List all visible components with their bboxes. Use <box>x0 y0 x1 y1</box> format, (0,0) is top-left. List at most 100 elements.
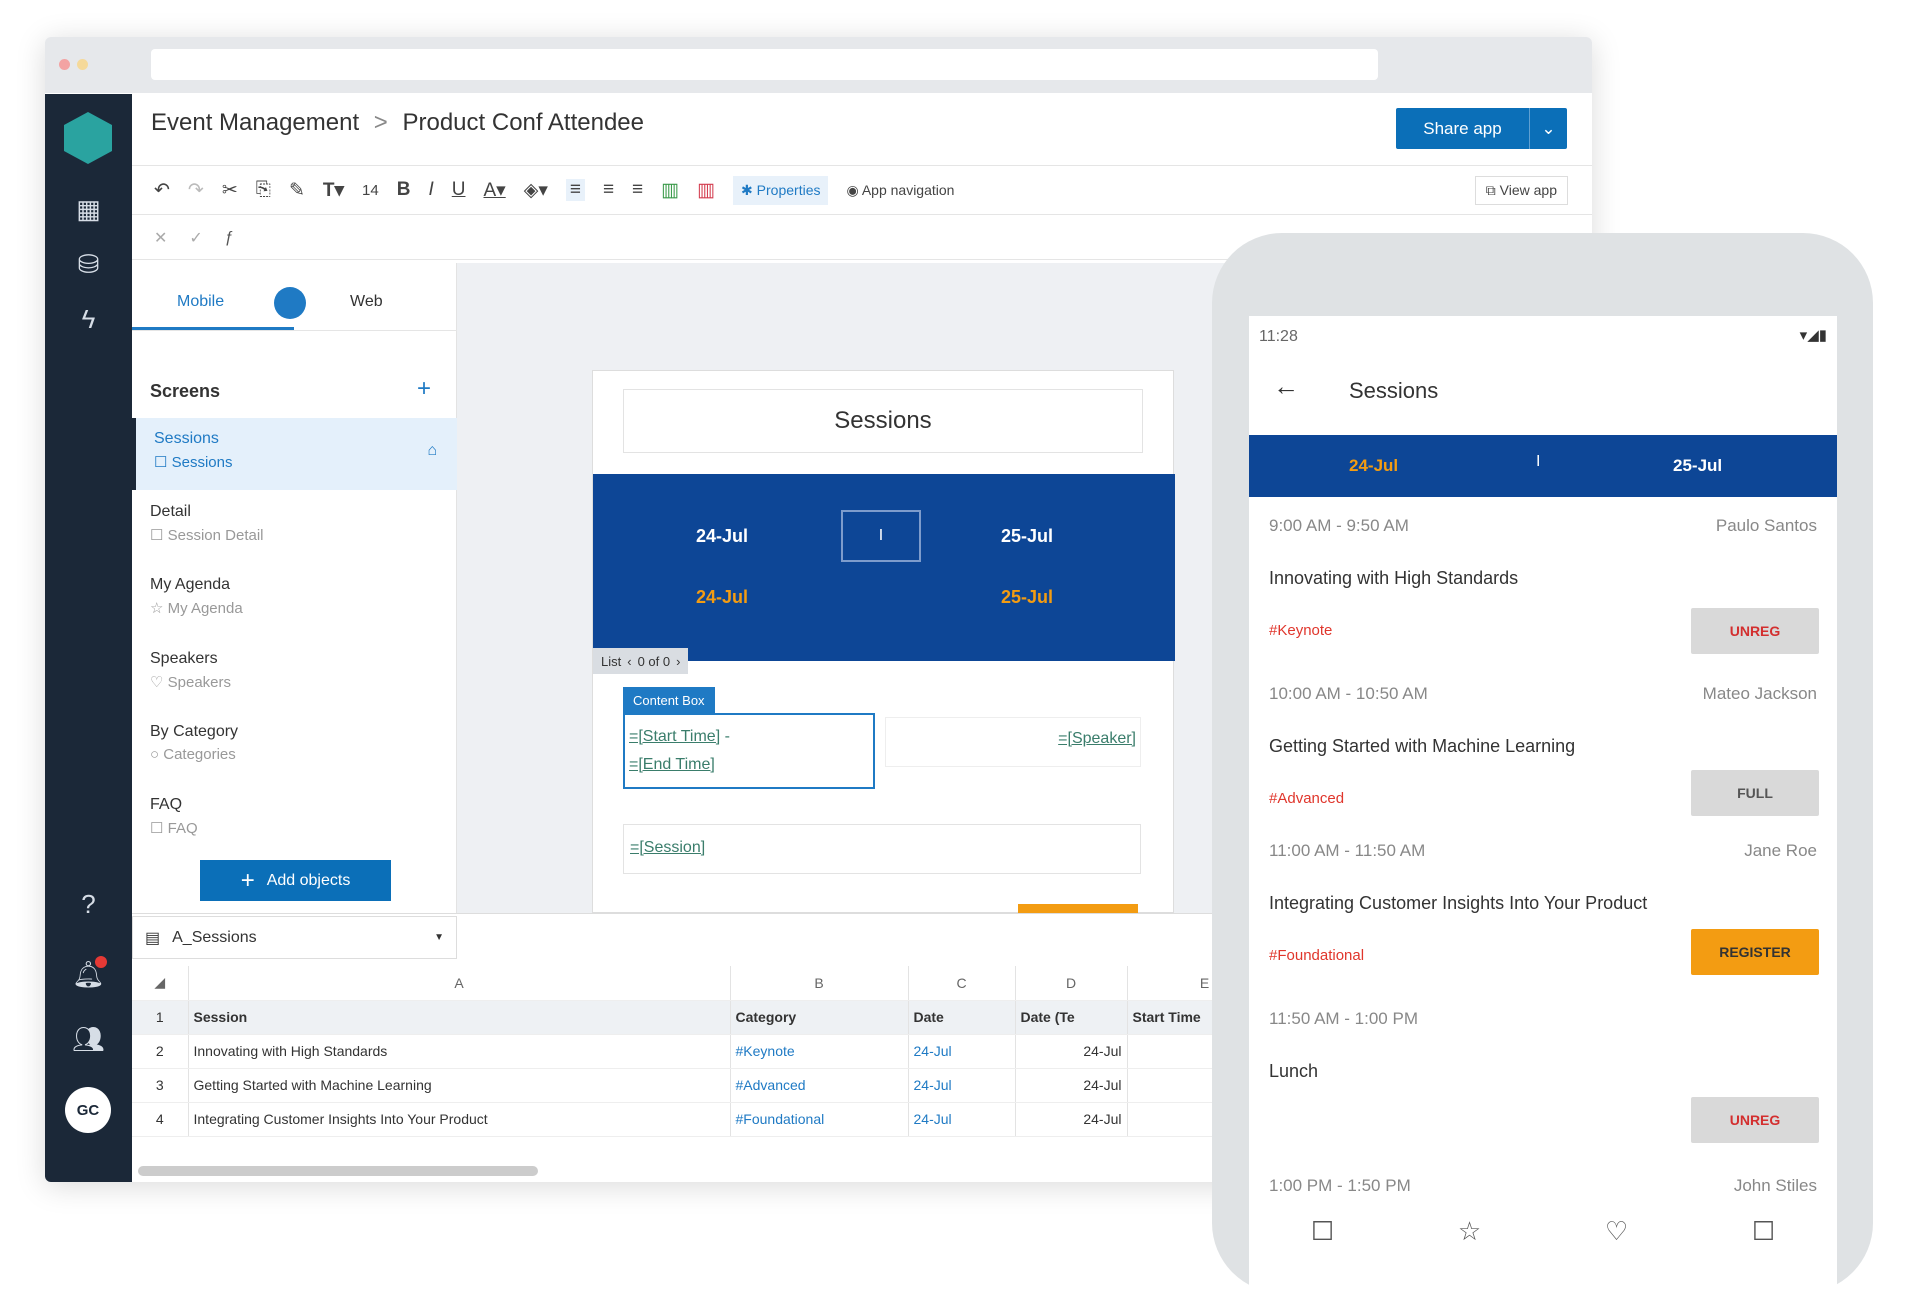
time-content-box[interactable]: =[Start Time] - =[End Time] <box>623 713 875 789</box>
cell[interactable]: 24-Jul <box>1015 1034 1128 1069</box>
database-icon[interactable]: ⛁ <box>77 249 100 279</box>
bell-icon[interactable]: 🔔︎ <box>71 959 105 989</box>
cell[interactable]: Innovating with High Standards <box>188 1034 731 1069</box>
align-right-icon[interactable]: ≡ <box>632 179 644 200</box>
underline-icon[interactable]: U <box>451 179 466 200</box>
column-header[interactable]: B <box>730 966 909 1001</box>
bold-icon[interactable]: B <box>396 179 411 200</box>
italic-icon[interactable]: I <box>428 179 434 200</box>
full-button[interactable]: FULL <box>1691 770 1819 816</box>
phone-tab-25-jul[interactable]: 25-Jul <box>1673 456 1723 475</box>
phone-tab-24-jul[interactable]: 24-Jul <box>1349 456 1399 475</box>
unreg-button[interactable]: UNREG <box>1691 1097 1819 1143</box>
screen-item-detail[interactable]: Detail ☐ Session Detail <box>132 503 457 544</box>
header-cell[interactable]: Date <box>908 1000 1016 1035</box>
minimize-dot[interactable] <box>77 59 88 70</box>
screen-subtitle: FAQ <box>167 820 198 837</box>
breadcrumb: Event Management > Product Conf Attendee <box>151 109 644 137</box>
screen-item-my-agenda[interactable]: My Agenda ☆ My Agenda <box>132 576 457 617</box>
tab-mobile[interactable]: Mobile <box>177 293 225 310</box>
cell[interactable]: Integrating Customer Insights Into Your … <box>188 1102 731 1137</box>
cancel-icon[interactable]: ✕ <box>154 230 168 247</box>
close-dot[interactable] <box>59 59 70 70</box>
session-field[interactable]: =[Session] <box>623 824 1141 874</box>
delete-column-icon[interactable]: ▥ <box>697 179 716 201</box>
align-center-icon[interactable]: ≡ <box>602 179 615 200</box>
function-icon[interactable]: ƒ <box>224 229 234 246</box>
cell[interactable]: 24-Jul <box>908 1034 1016 1069</box>
date-tab-1[interactable]: 24-Jul <box>696 526 749 546</box>
app-navigation-button[interactable]: ◉ App navigation <box>846 181 955 198</box>
view-app-button[interactable]: ⧉ View app <box>1474 175 1568 205</box>
automation-icon[interactable]: ϟ <box>81 304 96 334</box>
avatar[interactable]: GC <box>65 1087 111 1133</box>
register-button-preview[interactable] <box>1018 904 1138 914</box>
toggle-icon[interactable] <box>274 287 306 319</box>
back-arrow-icon[interactable]: ← <box>1273 371 1299 401</box>
header-cell[interactable]: Category <box>730 1000 909 1035</box>
breadcrumb-parent[interactable]: Event Management <box>151 109 360 136</box>
sheet-grid[interactable]: ◢ A B C D E 1 Session Category Date Date (Te Start… <box>132 966 1283 1137</box>
cell[interactable]: #Advanced <box>730 1068 909 1103</box>
screen-item-by-category[interactable]: By Category ○ Categories <box>132 723 457 763</box>
screen-item-faq[interactable]: FAQ ☐ FAQ <box>132 796 457 837</box>
fill-color-icon[interactable]: ◈▾ <box>523 179 548 201</box>
horizontal-scrollbar[interactable] <box>138 1166 538 1176</box>
header-cell[interactable]: Session <box>188 1000 731 1035</box>
cell[interactable]: 24-Jul <box>908 1068 1016 1103</box>
speaker-field[interactable]: =[Speaker] <box>885 717 1141 767</box>
header-cell[interactable]: Date (Te <box>1015 1000 1128 1035</box>
cell[interactable]: 24-Jul <box>908 1102 1016 1137</box>
screen-item-speakers[interactable]: Speakers ♡ Speakers <box>132 650 457 691</box>
sessions-nav-icon[interactable]: ☐ <box>1310 1216 1335 1246</box>
insert-column-icon[interactable]: ▥ <box>661 179 680 201</box>
chevron-down-icon[interactable]: ⌄ <box>1529 108 1567 149</box>
text-color-icon[interactable]: A▾ <box>483 179 506 201</box>
session-time: 11:00 AM - 11:50 AM <box>1269 841 1426 860</box>
cell[interactable]: 24-Jul <box>1015 1102 1128 1137</box>
properties-button[interactable]: ✱ Properties <box>733 175 829 205</box>
session-speaker: Jane Roe <box>1744 841 1817 860</box>
select-all-corner[interactable]: ◢ <box>132 966 189 1001</box>
check-icon[interactable]: ✓ <box>189 230 203 247</box>
cell[interactable]: #Keynote <box>730 1034 909 1069</box>
cell[interactable]: Getting Started with Machine Learning <box>188 1068 731 1103</box>
add-objects-button[interactable]: + Add objects <box>200 860 391 901</box>
screen-item-sessions[interactable]: Sessions ☐ Sessions ⌂ <box>132 418 457 490</box>
content-box-tag[interactable]: Content Box <box>623 687 715 713</box>
share-app-button[interactable]: Share app ⌄ <box>1396 108 1567 149</box>
text-style-icon[interactable]: T▾ <box>322 179 345 201</box>
unreg-button[interactable]: UNREG <box>1691 608 1819 654</box>
list-label-tag[interactable]: List ‹ 0 of 0 › <box>593 648 689 674</box>
add-screen-button[interactable]: + <box>417 375 432 402</box>
tab-web[interactable]: Web <box>350 293 383 310</box>
share-app-label[interactable]: Share app <box>1423 118 1502 138</box>
paint-format-icon[interactable]: ✎ <box>288 179 305 201</box>
users-icon[interactable]: 👥︎ <box>71 1024 105 1054</box>
date-tabs[interactable]: 24-Jul I 25-Jul 24-Jul 25-Jul <box>593 474 1175 661</box>
cell[interactable]: #Foundational <box>730 1102 909 1137</box>
sheet-selector[interactable]: ▤ A_Sessions ▼ <box>132 916 457 959</box>
table-icon[interactable]: ▦ <box>76 194 101 224</box>
align-left-icon[interactable]: ≡ <box>565 179 585 201</box>
date-tab-2[interactable]: 25-Jul <box>1001 526 1054 546</box>
undo-icon[interactable]: ↶ <box>154 179 170 201</box>
date-separator[interactable]: I <box>841 510 921 562</box>
address-bar[interactable] <box>151 49 1378 80</box>
preview-title[interactable]: Sessions <box>623 389 1143 453</box>
font-size-select[interactable]: 14 <box>362 181 379 199</box>
column-header[interactable]: C <box>908 966 1016 1001</box>
cut-icon[interactable]: ✂ <box>221 179 238 201</box>
cell[interactable]: 24-Jul <box>1015 1068 1128 1103</box>
redo-icon[interactable]: ↷ <box>187 179 204 201</box>
column-header[interactable]: A <box>188 966 731 1001</box>
copy-icon[interactable]: ⎘ <box>255 179 271 200</box>
faq-nav-icon[interactable]: ☐ <box>1751 1216 1776 1246</box>
column-header[interactable]: D <box>1015 966 1128 1001</box>
star-nav-icon[interactable]: ☆ <box>1457 1216 1482 1246</box>
formula-bar[interactable]: ✕ ✓ ƒ <box>132 217 1592 260</box>
register-button[interactable]: REGISTER <box>1691 929 1819 975</box>
speakers-nav-icon[interactable]: ♡ <box>1604 1216 1629 1246</box>
help-icon[interactable]: ? <box>81 889 96 919</box>
session-time: 10:00 AM - 10:50 AM <box>1269 684 1428 703</box>
